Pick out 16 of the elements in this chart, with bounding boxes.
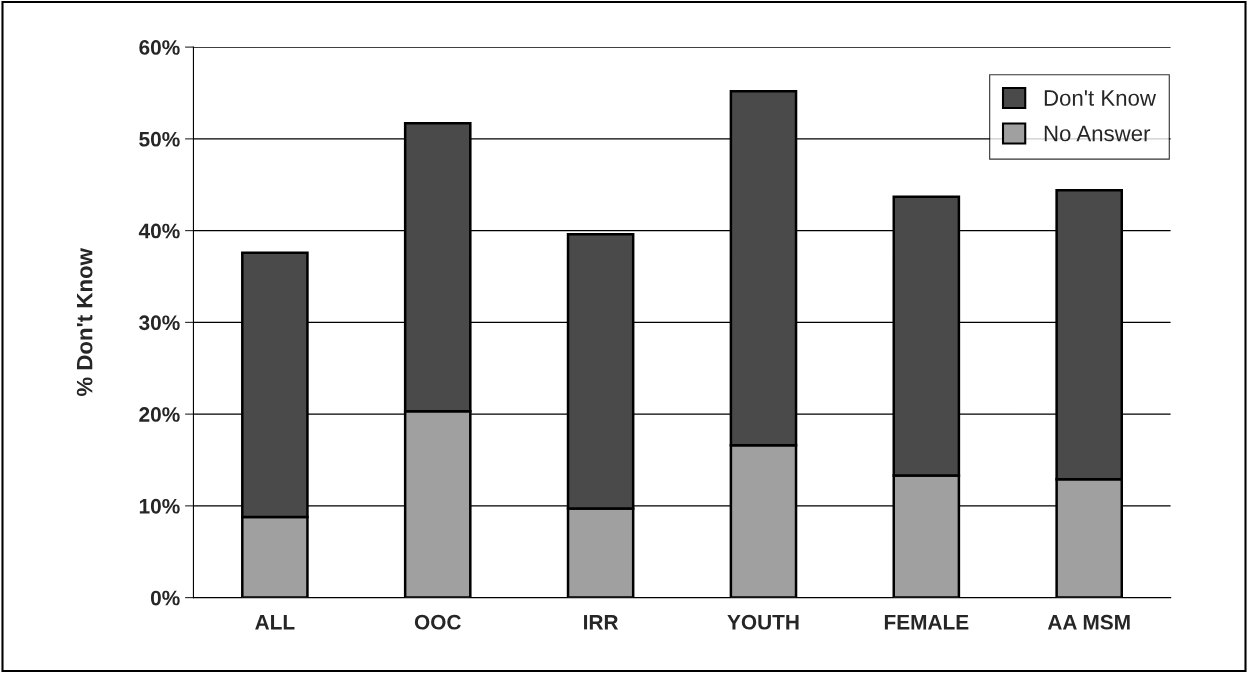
y-tick-label: 10% (139, 498, 180, 514)
y-tick-label: 40% (138, 223, 180, 239)
x-tick-label: OOC (414, 614, 461, 630)
y-tick-label: 60% (139, 40, 180, 55)
y-tick-label: 20% (139, 407, 180, 422)
legend-label: No Answer (1044, 125, 1151, 142)
x-tick-label: IRR (584, 615, 619, 630)
legend-label: Don't Know (1044, 90, 1157, 106)
y-tick-label: 30% (139, 315, 180, 331)
x-tick-label: YOUTH (727, 614, 799, 630)
y-tick-label: 0% (150, 590, 180, 606)
x-tick-label: FEMALE (884, 615, 969, 630)
y-tick-label: 50% (139, 131, 180, 147)
y-axis-title: % Don't Know (76, 248, 93, 397)
x-tick-label: AA MSM (1047, 614, 1130, 630)
x-tick-label: ALL (255, 615, 295, 630)
